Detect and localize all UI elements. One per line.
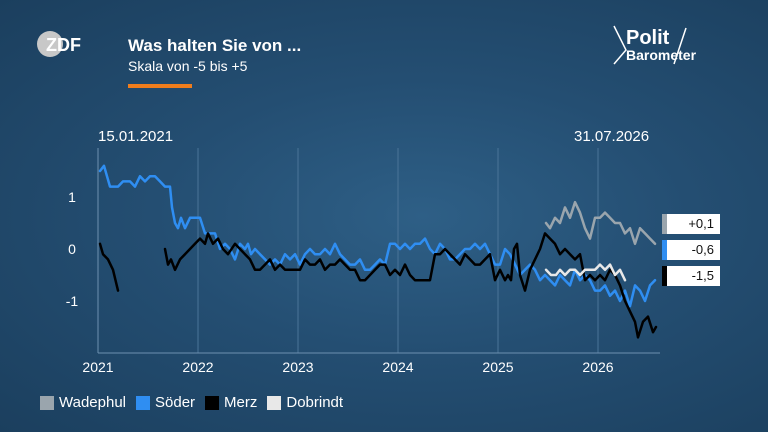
series-line-wadephul <box>544 200 657 246</box>
value-box-merz: -1,5 <box>662 266 720 286</box>
series-line-soeder <box>98 164 657 308</box>
legend-swatch <box>136 395 150 410</box>
x-tick-label: 2024 <box>382 359 413 375</box>
y-tick-label: 1 <box>68 189 76 205</box>
value-box-text: -1,5 <box>691 268 714 283</box>
legend-swatch <box>205 395 220 410</box>
x-tick-label: 2023 <box>282 359 313 375</box>
legend-label: Dobrindt <box>286 394 344 411</box>
x-tick-label: 2025 <box>482 359 513 375</box>
legend-item-soeder: Söder <box>136 394 195 411</box>
y-tick-label: 0 <box>68 241 76 257</box>
start-date: 15.01.2021 <box>98 128 174 145</box>
y-tick-label: -1 <box>66 293 79 309</box>
legend-label: Merz <box>224 394 258 411</box>
chart-title: Was halten Sie von ... <box>128 36 302 55</box>
value-box-text: +0,1 <box>688 216 714 231</box>
zdf-logo: ZDF <box>37 31 81 57</box>
value-box-text: -0,6 <box>691 242 714 257</box>
x-tick-label: 2022 <box>182 359 213 375</box>
end-date: 31.07.2026 <box>574 128 650 145</box>
value-box-stripe <box>662 240 667 260</box>
x-tick-label: 2026 <box>582 359 613 375</box>
legend-swatch <box>267 395 282 410</box>
series-line-dobrindt <box>544 263 627 282</box>
legend-item-dobrindt: Dobrindt <box>267 394 343 411</box>
legend-item-wadephul: Wadephul <box>40 394 126 411</box>
legend: Wadephul Söder Merz Dobrindt <box>40 394 353 411</box>
value-box-stripe <box>662 266 667 286</box>
legend-label: Wadephul <box>59 394 126 411</box>
series-line-merz <box>98 242 120 292</box>
legend-label: Söder <box>155 394 196 411</box>
brand-line1: Polit <box>626 27 670 49</box>
series-line-merz <box>163 232 658 339</box>
x-tick-label: 2021 <box>82 359 113 375</box>
value-box-wadephul: +0,1 <box>662 214 720 234</box>
accent-bar <box>128 84 192 88</box>
politbarometer-logo: Polit Barometer <box>613 25 697 65</box>
value-box-soeder: -0,6 <box>662 240 720 260</box>
chart-subtitle: Skala von -5 bis +5 <box>128 58 248 74</box>
legend-swatch <box>40 395 54 410</box>
zdf-logo-text: ZDF <box>46 35 81 55</box>
value-box-stripe <box>662 214 667 234</box>
legend-item-merz: Merz <box>205 394 257 411</box>
